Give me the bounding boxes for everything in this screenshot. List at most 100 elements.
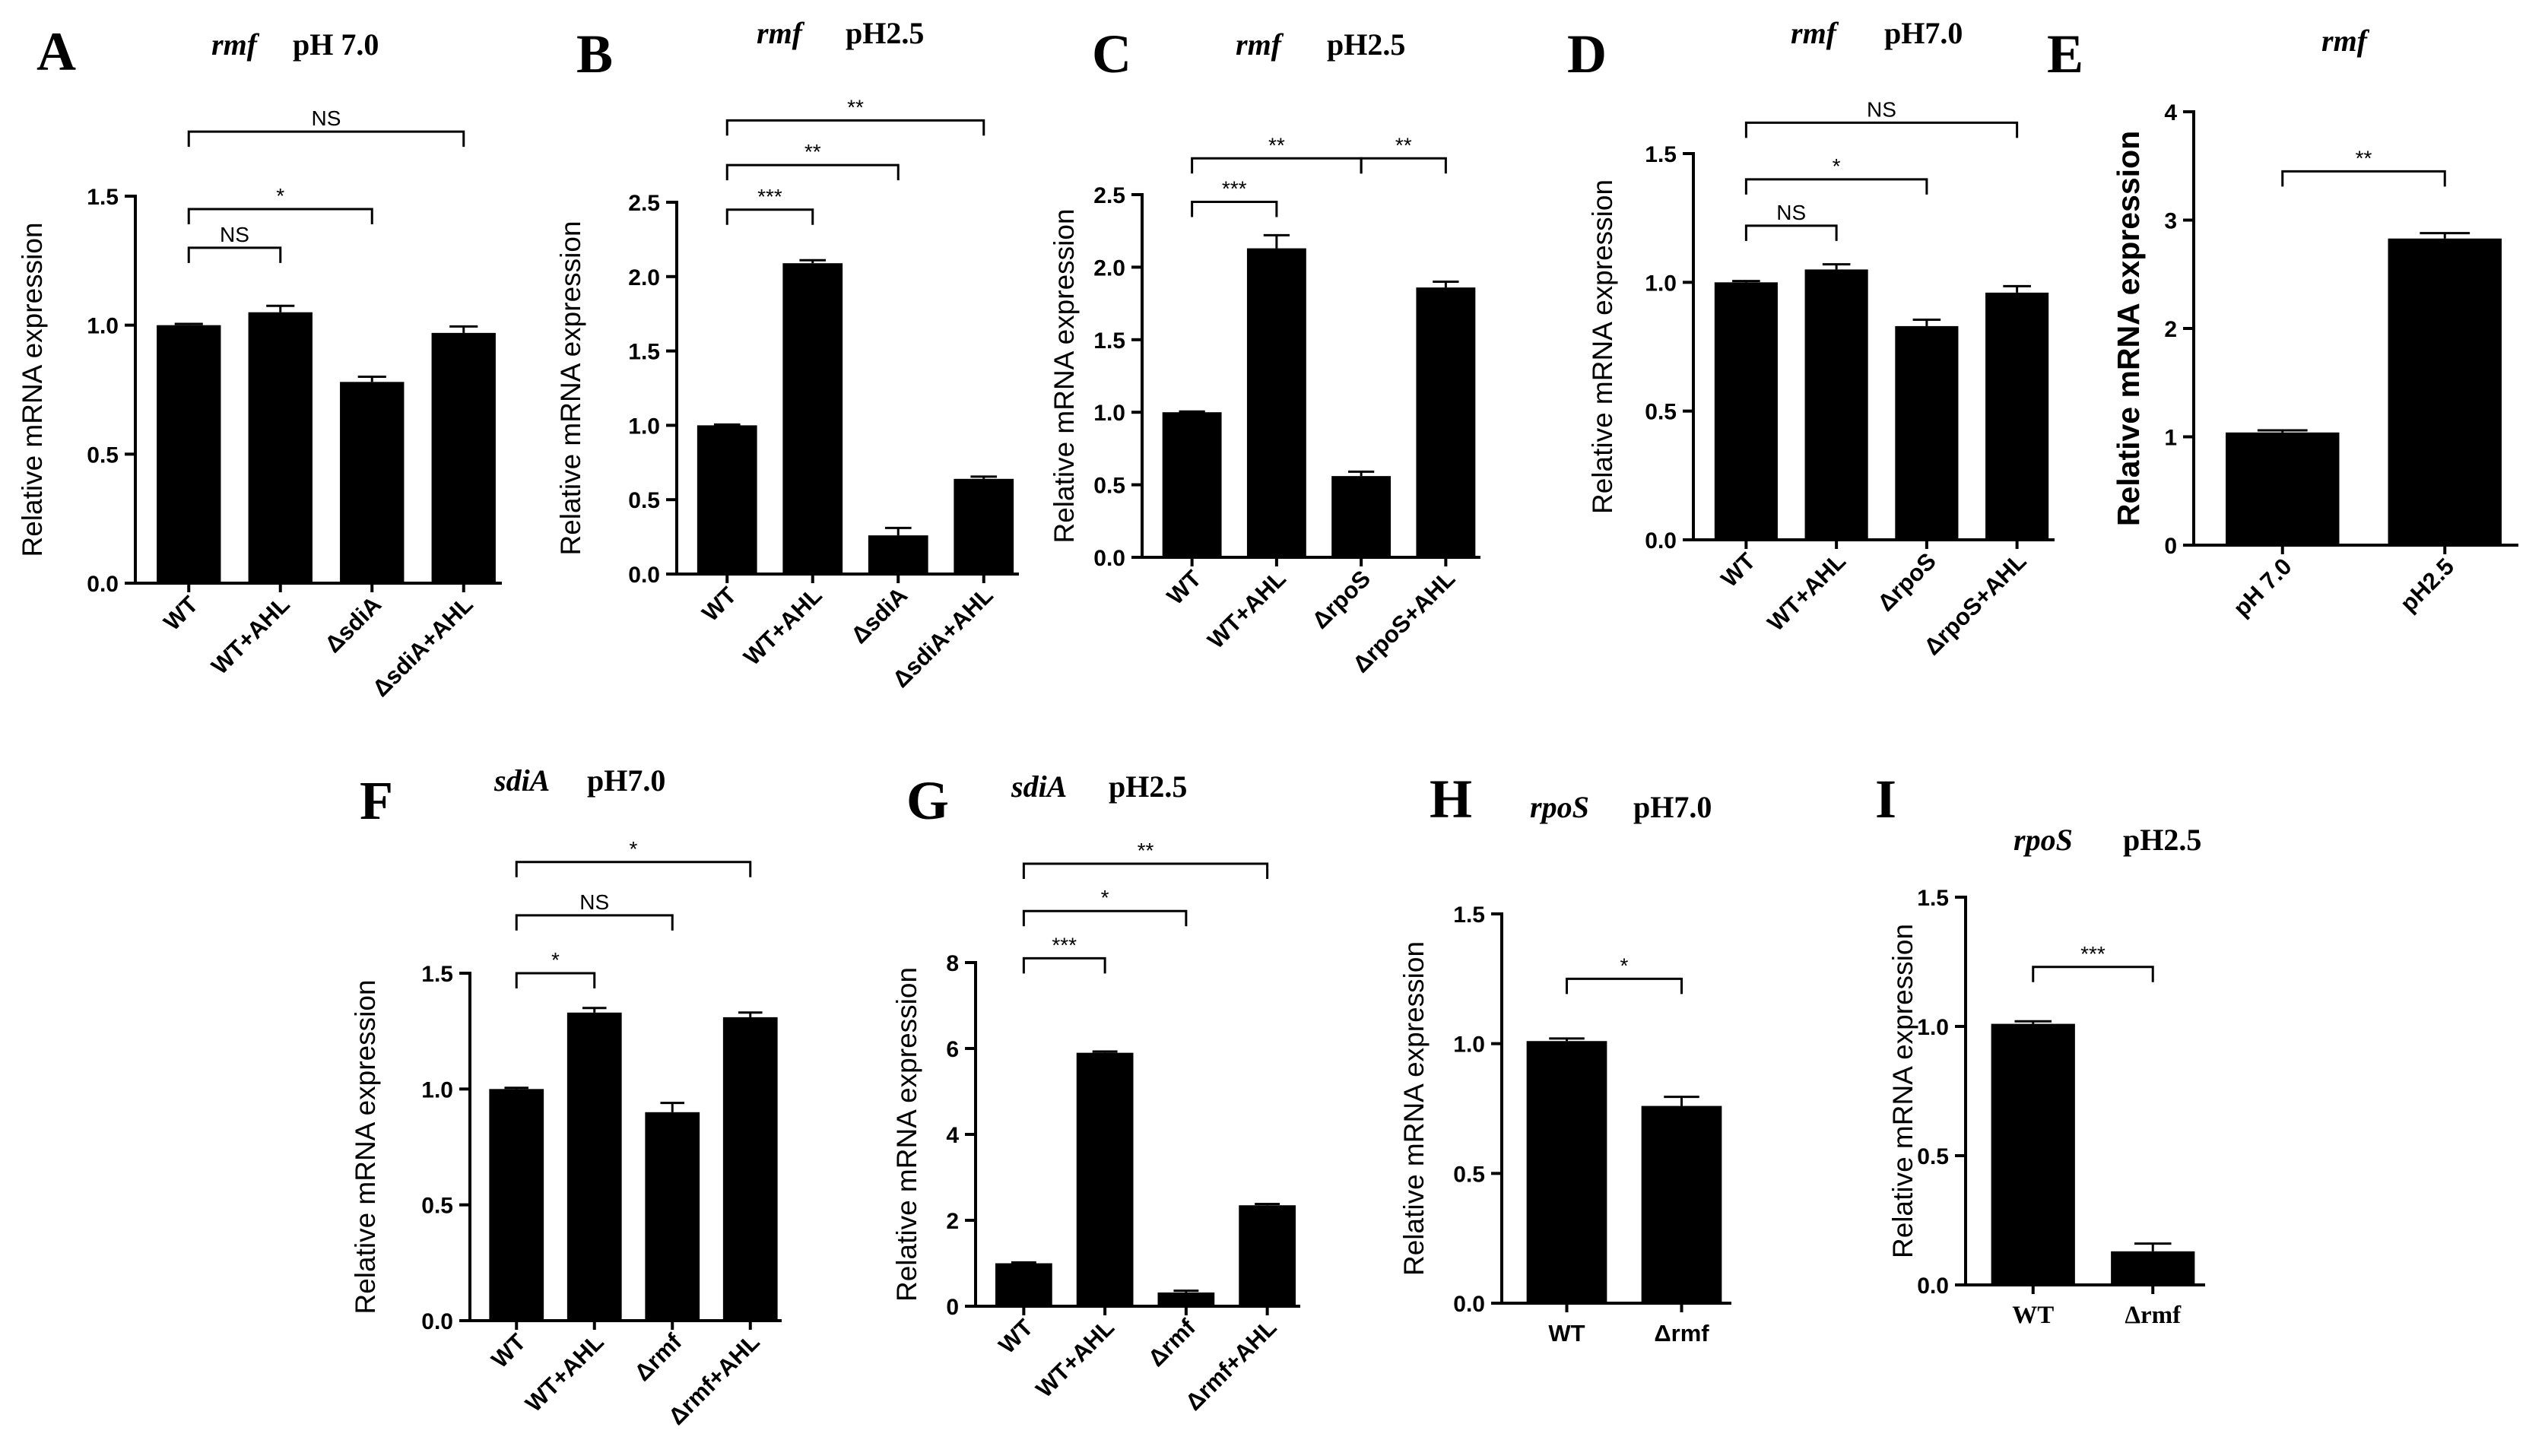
panel-d-condition-title: pH7.0 xyxy=(1884,16,1963,50)
panel-f-condition-title: pH7.0 xyxy=(587,763,665,798)
panel-d-bar xyxy=(1714,282,1778,540)
panel-c-bar xyxy=(1416,287,1476,557)
panel-d-bar xyxy=(1895,325,1959,540)
panel-h-bar xyxy=(1526,1041,1607,1303)
panel-a-xtick-label: WT xyxy=(158,591,203,636)
panel-d-xtick-label: WT+AHL xyxy=(1762,547,1851,636)
panel-g-ytick-label: 4 xyxy=(946,1123,959,1148)
panel-b-condition-title: pH2.5 xyxy=(846,16,924,50)
panel-g-significance-label: * xyxy=(1101,886,1109,909)
panel-c-ytick-label: 2.0 xyxy=(1093,255,1125,281)
panel-e-ytick-label: 4 xyxy=(2164,100,2177,125)
panel-g-significance-label: ** xyxy=(1138,839,1154,862)
panel-g-ytick-label: 2 xyxy=(946,1209,959,1234)
panel-b-significance-bracket xyxy=(725,208,814,225)
panel-f-significance-label: NS xyxy=(579,890,609,914)
panel-f-ytick-label: 0.5 xyxy=(421,1194,453,1219)
panel-d-ytick-label: 1.5 xyxy=(1645,142,1677,167)
panel-d-bar xyxy=(1985,292,2049,540)
panel-d-bar xyxy=(1804,269,1868,540)
panel-a-ytick-label: 0.5 xyxy=(87,443,119,468)
panel-d-significance-label: NS xyxy=(1867,97,1896,121)
panel-e-ytick-label: 2 xyxy=(2164,317,2177,342)
panel-b-significance-label: *** xyxy=(757,185,782,208)
panel-c-xtick-label: WT xyxy=(1162,565,1207,610)
panel-a-bar xyxy=(157,325,221,583)
panel-c-bar xyxy=(1246,248,1306,557)
panel-b-ytick-label: 1.5 xyxy=(628,340,660,365)
panel-d-xtick-label: WT xyxy=(1715,547,1760,592)
panel-f-significance-label: * xyxy=(551,948,560,972)
panel-f-bar xyxy=(489,1089,544,1321)
panel-i-ytick-label: 1.5 xyxy=(1917,886,1949,911)
panel-d-significance-label: NS xyxy=(1776,201,1806,224)
panel-g-bar xyxy=(1076,1052,1134,1306)
panel-h-xtick-label: Δrmf xyxy=(1654,1320,1709,1347)
panel-b-ytick-label: 2.0 xyxy=(628,265,660,290)
panel-g-significance-bracket xyxy=(1022,909,1188,927)
panel-b-bar xyxy=(868,535,928,574)
panel-e-letter: E xyxy=(2047,24,2083,84)
panel-c-condition-title: pH2.5 xyxy=(1327,27,1405,62)
panel-a-significance-label: * xyxy=(276,184,284,208)
panel-a-significance-bracket xyxy=(187,130,465,148)
panel-c-significance-label: ** xyxy=(1268,133,1285,157)
panel-a-ytick-label: 0.0 xyxy=(87,572,119,597)
panel-a-significance-bracket xyxy=(187,246,282,263)
panel-f-ylabel: Relative mRNA expression xyxy=(350,979,381,1314)
panel-f-bar xyxy=(645,1112,700,1321)
panel-a-xtick-label: WT+AHL xyxy=(206,591,295,680)
panel-f-significance-bracket xyxy=(515,972,596,988)
panel-h-letter: H xyxy=(1430,769,1472,830)
panel-i-ylabel: Relative mRNA expression xyxy=(1887,924,1918,1258)
panel-b-significance-label: ** xyxy=(847,95,864,119)
panel-c-significance-label: *** xyxy=(1222,177,1247,201)
panel-e-significance-label: ** xyxy=(2356,146,2372,170)
panel-b-ytick-label: 1.0 xyxy=(628,414,660,439)
panel-h-ytick-label: 0.5 xyxy=(1453,1162,1485,1187)
panel-h-ytick-label: 0.0 xyxy=(1453,1292,1485,1317)
panel-g-ytick-label: 6 xyxy=(946,1037,959,1062)
panel-i-significance-bracket xyxy=(2032,966,2154,982)
panel-i-ytick-label: 0.0 xyxy=(1917,1274,1949,1299)
panel-g-condition-title: pH2.5 xyxy=(1109,769,1187,804)
panel-a-bar xyxy=(248,312,313,583)
panel-i-condition-title: pH2.5 xyxy=(2123,823,2201,857)
panel-b-ytick-label: 0.0 xyxy=(628,563,660,588)
panel-d-significance-bracket xyxy=(1744,178,1928,195)
panel-f-significance-bracket xyxy=(515,861,752,877)
panel-a-gene-title: rmf xyxy=(211,27,260,62)
panel-a-condition-title: pH 7.0 xyxy=(293,27,379,62)
panel-c-significance-label: ** xyxy=(1395,133,1412,157)
panel-h-gene-title: rpoS xyxy=(1530,790,1589,824)
panel-f-bar xyxy=(566,1012,622,1321)
panel-d-xtick-label: ΔrpoS xyxy=(1872,547,1941,616)
panel-f-xtick-label: WT+AHL xyxy=(520,1328,609,1417)
panel-d-ytick-label: 1.0 xyxy=(1645,271,1677,296)
panel-b-xtick-label: ΔsdiA xyxy=(846,582,912,649)
panel-a-ytick-label: 1.5 xyxy=(87,185,119,210)
panel-b-significance-bracket xyxy=(725,163,900,181)
panel-b-ytick-label: 0.5 xyxy=(628,488,660,513)
panel-a-ytick-label: 1.0 xyxy=(87,314,119,339)
panel-g-bar xyxy=(1157,1292,1215,1306)
panel-i-xtick-label: Δrmf xyxy=(2125,1302,2182,1329)
panel-f-gene-title: sdiA xyxy=(493,763,550,798)
panel-h-ytick-label: 1.0 xyxy=(1453,1033,1485,1058)
panel-b-significance-label: ** xyxy=(804,140,821,163)
panel-e-gene-title: rmf xyxy=(2321,24,2370,58)
panel-i-gene-title: rpoS xyxy=(2014,823,2073,857)
panel-i-ytick-label: 1.0 xyxy=(1917,1015,1949,1040)
panel-h-significance-bracket xyxy=(1566,977,1683,994)
panel-g-significance-bracket xyxy=(1022,956,1106,974)
panel-f-letter: F xyxy=(360,770,393,831)
panel-b-gene-title: rmf xyxy=(757,16,805,50)
panel-c-ytick-label: 2.5 xyxy=(1093,183,1125,208)
panel-d-significance-bracket xyxy=(1744,121,2019,138)
panel-f-bar xyxy=(722,1017,778,1321)
panel-d-ytick-label: 0.0 xyxy=(1645,528,1677,554)
panel-a-bar xyxy=(431,332,496,583)
panel-c-xtick-label: ΔrpoS xyxy=(1307,565,1376,633)
panel-h-significance-label: * xyxy=(1620,953,1629,977)
panel-f-ytick-label: 1.5 xyxy=(421,962,453,987)
